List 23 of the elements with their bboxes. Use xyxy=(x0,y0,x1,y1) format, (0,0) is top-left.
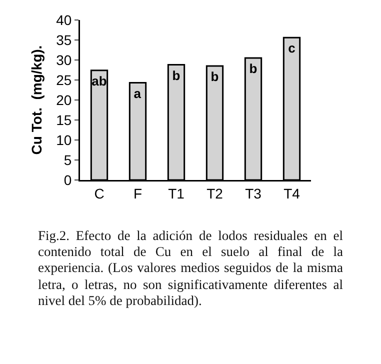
y-tick-label: 25 xyxy=(56,72,72,88)
x-tick-label: F xyxy=(133,185,142,202)
x-tick-label: T1 xyxy=(168,185,185,202)
x-tick-label: T4 xyxy=(284,185,300,202)
y-tick-label: 20 xyxy=(56,92,72,108)
caption: Fig.2. Efecto de la adición de lodos residuales en el contenido total de Cu en el suelo al final de la experiencia. (Los valores medios seguidos de la misma letra, o letras, no son significativamente diferentes al nivel del 5% de probabilidad). xyxy=(38,228,343,309)
data-label: c xyxy=(288,40,296,56)
x-tick-label: C xyxy=(94,185,104,202)
y-tick-label: 40 xyxy=(56,12,72,28)
y-tick-label: 5 xyxy=(64,152,72,168)
y-axis-title: Cu Tot. (mg/kg). xyxy=(28,45,44,155)
data-label: ab xyxy=(92,73,107,88)
x-tick-label: T2 xyxy=(206,185,224,202)
data-label: a xyxy=(134,86,142,101)
y-tick-label: 35 xyxy=(56,32,72,48)
y-tick-label: 30 xyxy=(56,52,72,68)
data-label: b xyxy=(249,61,258,76)
y-tick-label: 10 xyxy=(56,132,72,148)
x-tick-label: T3 xyxy=(245,185,262,202)
y-tick-label: 0 xyxy=(64,172,72,188)
data-label: b xyxy=(172,68,180,83)
data-label: b xyxy=(210,69,219,84)
y-tick-label: 15 xyxy=(56,112,72,128)
